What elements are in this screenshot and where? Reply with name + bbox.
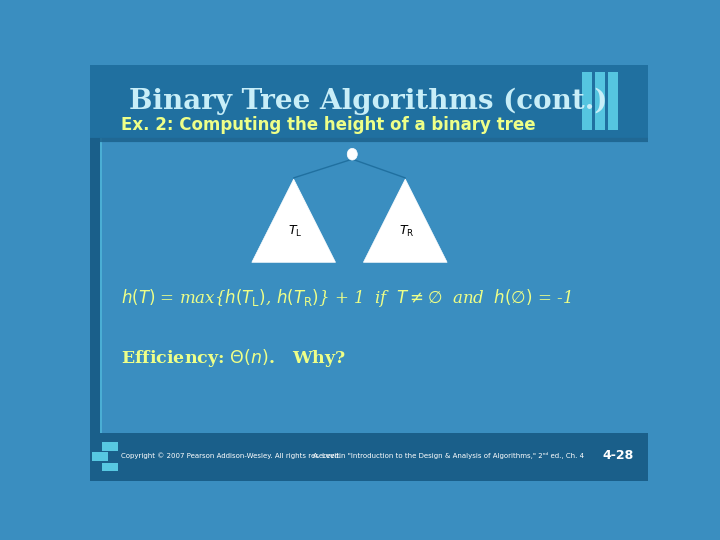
Polygon shape <box>364 179 447 262</box>
Bar <box>90 65 648 138</box>
Text: Efficiency: $\Theta(n)$.   Why?: Efficiency: $\Theta(n)$. Why? <box>121 347 346 369</box>
Bar <box>102 442 118 451</box>
Text: Ex. 2: Computing the height of a binary tree: Ex. 2: Computing the height of a binary … <box>121 116 535 134</box>
Text: $T_{\rm R}$: $T_{\rm R}$ <box>399 224 414 239</box>
Text: Binary Tree Algorithms (cont.): Binary Tree Algorithms (cont.) <box>129 87 608 115</box>
Bar <box>102 463 118 471</box>
Bar <box>92 453 108 461</box>
Bar <box>100 138 102 433</box>
Text: 4-28: 4-28 <box>603 449 634 462</box>
Text: Copyright © 2007 Pearson Addison-Wesley. All rights reserved.: Copyright © 2007 Pearson Addison-Wesley.… <box>121 453 341 459</box>
Bar <box>595 72 605 130</box>
Text: $T_{\rm L}$: $T_{\rm L}$ <box>287 224 302 239</box>
Text: A. Levitin "Introduction to the Design & Analysis of Algorithms," 2ⁿᵈ ed., Ch. 4: A. Levitin "Introduction to the Design &… <box>313 452 584 459</box>
Bar <box>90 138 100 433</box>
Bar <box>608 72 618 130</box>
Ellipse shape <box>347 148 357 160</box>
Polygon shape <box>252 179 336 262</box>
Bar <box>582 72 592 130</box>
Bar <box>90 433 648 481</box>
Text: $h(T)$ = max{$h(T_{\rm L})$, $h(T_{\rm R})$} + 1  if  $T \neq \varnothing$  and : $h(T)$ = max{$h(T_{\rm L})$, $h(T_{\rm R… <box>121 287 571 309</box>
